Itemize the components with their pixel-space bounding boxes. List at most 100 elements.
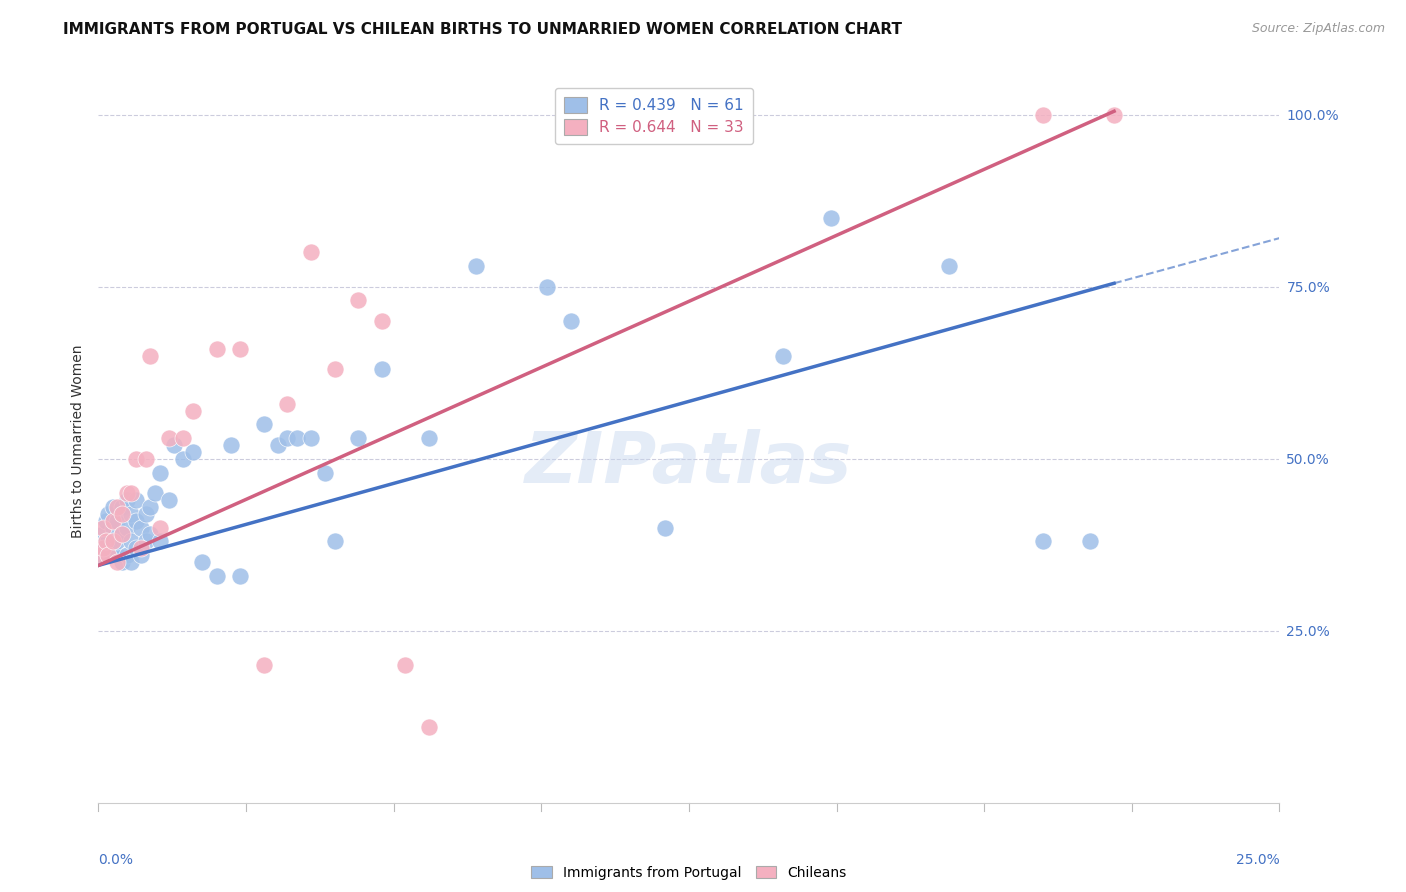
Point xyxy=(135,534,157,549)
Point xyxy=(1080,534,1102,549)
Point xyxy=(101,514,124,528)
Point xyxy=(139,527,162,541)
Point xyxy=(97,548,120,562)
Point xyxy=(105,500,128,514)
Point xyxy=(111,527,134,541)
Point xyxy=(654,520,676,534)
Text: Source: ZipAtlas.com: Source: ZipAtlas.com xyxy=(1251,22,1385,36)
Point xyxy=(139,349,162,363)
Point xyxy=(205,342,228,356)
Point xyxy=(121,486,143,500)
Point xyxy=(323,362,346,376)
Point xyxy=(418,720,440,734)
Point xyxy=(105,548,128,562)
Point xyxy=(125,493,148,508)
Point xyxy=(129,548,152,562)
Point xyxy=(371,314,394,328)
Point xyxy=(253,417,276,432)
Point xyxy=(115,520,138,534)
Point xyxy=(820,211,842,225)
Point xyxy=(276,397,298,411)
Point xyxy=(129,541,152,556)
Point xyxy=(267,438,290,452)
Text: ZIPatlas: ZIPatlas xyxy=(526,429,852,498)
Point xyxy=(371,362,394,376)
Point xyxy=(394,658,416,673)
Point xyxy=(536,279,558,293)
Point xyxy=(181,403,204,417)
Point xyxy=(121,555,143,569)
Point xyxy=(276,431,298,445)
Point xyxy=(149,466,172,480)
Point xyxy=(125,541,148,556)
Point xyxy=(139,500,162,514)
Point xyxy=(205,568,228,582)
Point xyxy=(253,658,276,673)
Y-axis label: Births to Unmarried Women: Births to Unmarried Women xyxy=(70,345,84,538)
Point xyxy=(90,548,112,562)
Text: IMMIGRANTS FROM PORTUGAL VS CHILEAN BIRTHS TO UNMARRIED WOMEN CORRELATION CHART: IMMIGRANTS FROM PORTUGAL VS CHILEAN BIRT… xyxy=(63,22,903,37)
Point xyxy=(111,500,134,514)
Legend: Immigrants from Portugal, Chileans: Immigrants from Portugal, Chileans xyxy=(526,860,852,886)
Text: 0.0%: 0.0% xyxy=(98,854,134,867)
Point xyxy=(115,493,138,508)
Point xyxy=(323,534,346,549)
Point xyxy=(94,534,117,549)
Point xyxy=(157,431,180,445)
Point xyxy=(129,520,152,534)
Point xyxy=(172,451,194,466)
Point xyxy=(91,520,114,534)
Point xyxy=(347,293,370,308)
Point xyxy=(163,438,186,452)
Point xyxy=(111,527,134,541)
Point xyxy=(191,555,214,569)
Point xyxy=(285,431,308,445)
Point xyxy=(560,314,582,328)
Point xyxy=(125,451,148,466)
Point xyxy=(135,507,157,521)
Point xyxy=(91,541,114,556)
Point xyxy=(91,541,114,556)
Point xyxy=(115,548,138,562)
Point xyxy=(1102,108,1125,122)
Point xyxy=(1032,534,1054,549)
Point xyxy=(97,507,120,521)
Point xyxy=(101,520,124,534)
Text: 25.0%: 25.0% xyxy=(1236,854,1279,867)
Point xyxy=(90,548,112,562)
Point xyxy=(418,431,440,445)
Point xyxy=(105,555,128,569)
Point xyxy=(94,534,117,549)
Point xyxy=(465,259,488,273)
Point xyxy=(121,534,143,549)
Point xyxy=(172,431,194,445)
Point xyxy=(219,438,242,452)
Point xyxy=(143,486,166,500)
Point xyxy=(97,534,120,549)
Point xyxy=(149,534,172,549)
Point xyxy=(299,245,322,260)
Point xyxy=(115,486,138,500)
Point xyxy=(111,507,134,521)
Point xyxy=(229,568,252,582)
Point xyxy=(157,493,180,508)
Point xyxy=(347,431,370,445)
Point xyxy=(105,534,128,549)
Point xyxy=(125,514,148,528)
Point xyxy=(772,349,794,363)
Point xyxy=(314,466,336,480)
Point xyxy=(91,527,114,541)
Point xyxy=(229,342,252,356)
Point xyxy=(299,431,322,445)
Point xyxy=(94,514,117,528)
Point xyxy=(135,451,157,466)
Point xyxy=(181,445,204,459)
Point xyxy=(938,259,960,273)
Point xyxy=(101,500,124,514)
Point xyxy=(105,514,128,528)
Point xyxy=(1032,108,1054,122)
Point xyxy=(101,534,124,549)
Point xyxy=(121,507,143,521)
Point xyxy=(101,541,124,556)
Point xyxy=(149,520,172,534)
